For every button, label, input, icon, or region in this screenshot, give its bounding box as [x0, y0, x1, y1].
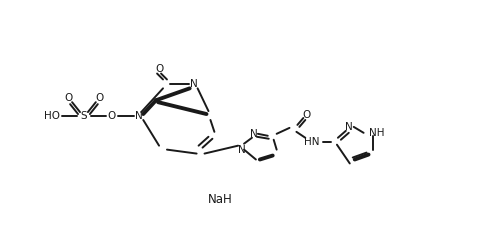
Text: O: O [302, 110, 310, 120]
Text: O: O [96, 93, 104, 103]
Text: HN: HN [304, 137, 320, 147]
Text: NH: NH [369, 128, 384, 138]
Text: N: N [345, 122, 352, 132]
Text: N: N [136, 111, 143, 121]
Text: N: N [250, 129, 258, 139]
Text: NaH: NaH [208, 192, 233, 206]
Text: N: N [238, 145, 246, 155]
Text: S: S [81, 111, 87, 121]
Text: O: O [64, 93, 72, 103]
Text: N: N [190, 79, 198, 89]
Text: O: O [107, 111, 116, 121]
Text: O: O [155, 64, 163, 74]
Text: HO: HO [45, 111, 60, 121]
